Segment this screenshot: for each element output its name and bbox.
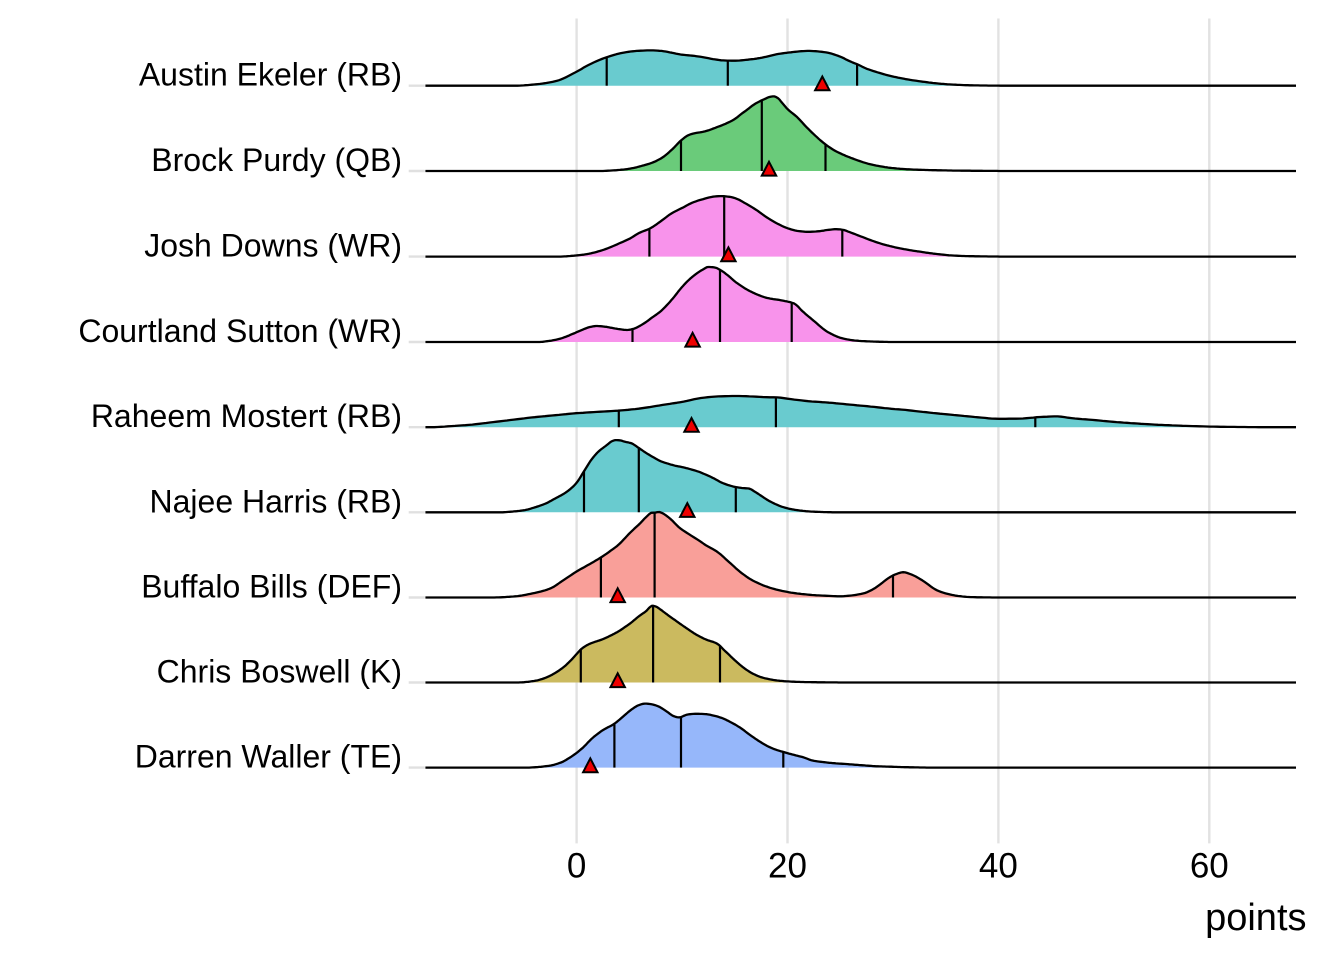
svg-text:60: 60 (1190, 847, 1229, 886)
svg-text:Raheem Mostert (RB): Raheem Mostert (RB) (91, 398, 402, 434)
svg-text:Brock Purdy (QB): Brock Purdy (QB) (151, 142, 402, 178)
svg-text:Darren Waller (TE): Darren Waller (TE) (135, 739, 402, 775)
svg-text:0: 0 (567, 847, 586, 886)
svg-text:Chris Boswell (K): Chris Boswell (K) (157, 654, 402, 690)
svg-text:20: 20 (768, 847, 807, 886)
svg-text:Courtland Sutton (WR): Courtland Sutton (WR) (78, 313, 402, 349)
svg-text:Najee Harris (RB): Najee Harris (RB) (150, 483, 402, 519)
svg-text:Josh Downs (WR): Josh Downs (WR) (144, 228, 402, 264)
svg-text:points: points (1205, 897, 1306, 939)
svg-text:Buffalo Bills (DEF): Buffalo Bills (DEF) (141, 569, 402, 605)
svg-text:40: 40 (979, 847, 1018, 886)
svg-text:Austin Ekeler (RB): Austin Ekeler (RB) (139, 57, 402, 93)
